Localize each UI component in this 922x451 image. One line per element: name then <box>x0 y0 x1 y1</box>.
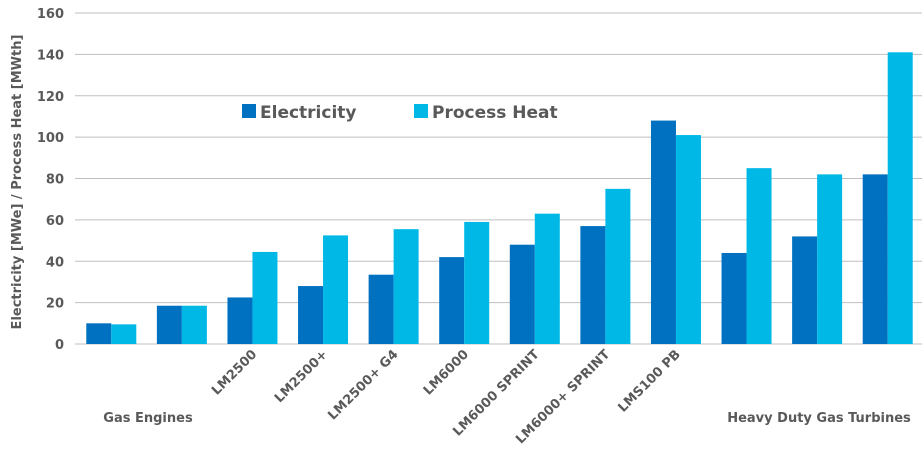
y-tick-label: 140 <box>37 48 64 63</box>
legend-label: Electricity <box>260 103 357 123</box>
y-tick-label: 80 <box>46 173 64 188</box>
bar-electricity <box>650 120 676 344</box>
bar-process-heat <box>323 235 349 344</box>
bar-electricity <box>156 305 182 344</box>
legend-swatch <box>414 104 428 118</box>
bar-process-heat <box>252 251 278 344</box>
bar-electricity <box>368 274 394 344</box>
y-tick-label: 0 <box>55 338 64 353</box>
x-tick-label: LMS100 PB <box>615 347 683 415</box>
x-tick-label: LM2500 <box>209 347 260 398</box>
bar-process-heat <box>534 213 560 344</box>
bar-electricity <box>86 323 112 344</box>
bar-process-heat <box>464 221 490 344</box>
group-labels: Gas Engines Heavy Duty Gas Turbines <box>103 411 911 426</box>
group-label: Heavy Duty Gas Turbines <box>727 411 911 426</box>
bar-process-heat <box>605 188 631 344</box>
legend-label: Process Heat <box>432 103 558 123</box>
y-tick-label: 120 <box>37 90 64 105</box>
x-tick-label: LM2500+ G4 <box>325 347 401 423</box>
bar-electricity <box>227 297 253 344</box>
bar-electricity <box>580 226 606 344</box>
bar-process-heat <box>887 52 913 345</box>
bar-process-heat <box>746 168 772 344</box>
gridlines <box>75 12 922 345</box>
legend-swatch <box>242 104 256 118</box>
y-tick-label: 60 <box>46 214 64 229</box>
bar-process-heat <box>393 229 419 344</box>
bar-process-heat <box>675 135 701 344</box>
bar-process-heat <box>111 324 137 344</box>
bar-electricity <box>721 252 747 344</box>
y-axis-ticks: 0 20 40 60 80 100 120 140 160 <box>37 7 64 353</box>
bar-electricity <box>792 236 818 344</box>
bar-electricity <box>509 244 535 344</box>
bar-process-heat <box>817 174 843 344</box>
bar-electricity <box>298 286 324 344</box>
group-label: Gas Engines <box>103 411 193 426</box>
y-tick-label: 20 <box>46 297 64 312</box>
y-tick-label: 160 <box>37 7 64 22</box>
legend: Electricity Process Heat <box>242 103 558 123</box>
y-tick-label: 40 <box>46 255 64 270</box>
y-axis-label: Electricity [MWe] / Process Heat [MWth] <box>10 35 25 330</box>
bar-electricity <box>439 257 465 344</box>
bar-electricity <box>862 174 888 344</box>
bars <box>86 52 913 345</box>
y-tick-label: 100 <box>37 131 64 146</box>
x-tick-label: LM6000 <box>421 347 472 398</box>
x-tick-label: LM2500+ <box>272 347 331 406</box>
bar-process-heat <box>181 305 207 344</box>
